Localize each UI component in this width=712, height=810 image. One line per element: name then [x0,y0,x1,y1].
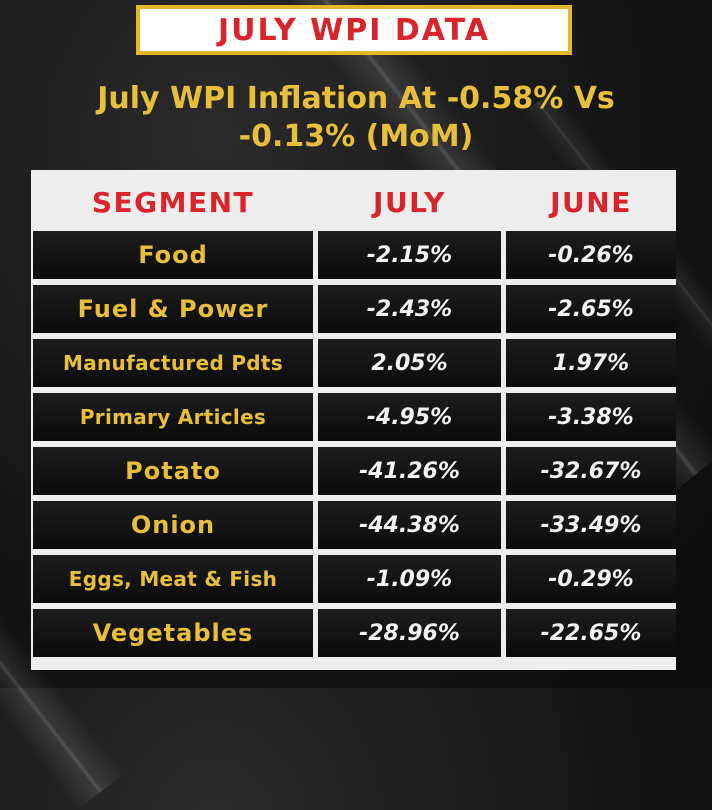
july-value-cell: -44.38% [318,501,501,549]
headline-line-1: July WPI Inflation At -0.58% Vs [97,81,615,116]
segment-cell: Primary Articles [33,393,313,441]
june-value-cell: -0.26% [506,231,676,279]
headline: July WPI Inflation At -0.58% Vs -0.13% (… [0,80,712,156]
banner-title: JULY WPI DATA [218,12,490,48]
july-value-cell: -2.43% [318,285,501,333]
july-value-cell: -2.15% [318,231,501,279]
segment-cell: Food [33,231,313,279]
headline-line-2: -0.13% (MoM) [238,119,474,154]
data-table: Food -2.15% -0.26% Fuel & Power -2.43% -… [33,231,676,657]
june-value-cell: -22.65% [506,609,676,657]
column-header-segment: SEGMENT [91,185,255,219]
segment-cell: Vegetables [33,609,313,657]
segment-cell: Onion [33,501,313,549]
june-value-cell: -2.65% [506,285,676,333]
july-value-cell: -28.96% [318,609,501,657]
june-value-cell: -33.49% [506,501,676,549]
segment-cell: Manufactured Pdts [33,339,313,387]
segment-cell: Potato [33,447,313,495]
july-value-cell: 2.05% [318,339,501,387]
title-banner: JULY WPI DATA [136,5,572,55]
june-value-cell: -32.67% [506,447,676,495]
july-value-cell: -41.26% [318,447,501,495]
july-value-cell: -1.09% [318,555,501,603]
july-value-cell: -4.95% [318,393,501,441]
june-value-cell: -3.38% [506,393,676,441]
june-value-cell: -0.29% [506,555,676,603]
column-header-june: JUNE [550,185,632,219]
segment-cell: Fuel & Power [33,285,313,333]
column-header-july: JULY [373,185,446,219]
june-value-cell: 1.97% [506,339,676,387]
segment-cell: Eggs, Meat & Fish [33,555,313,603]
